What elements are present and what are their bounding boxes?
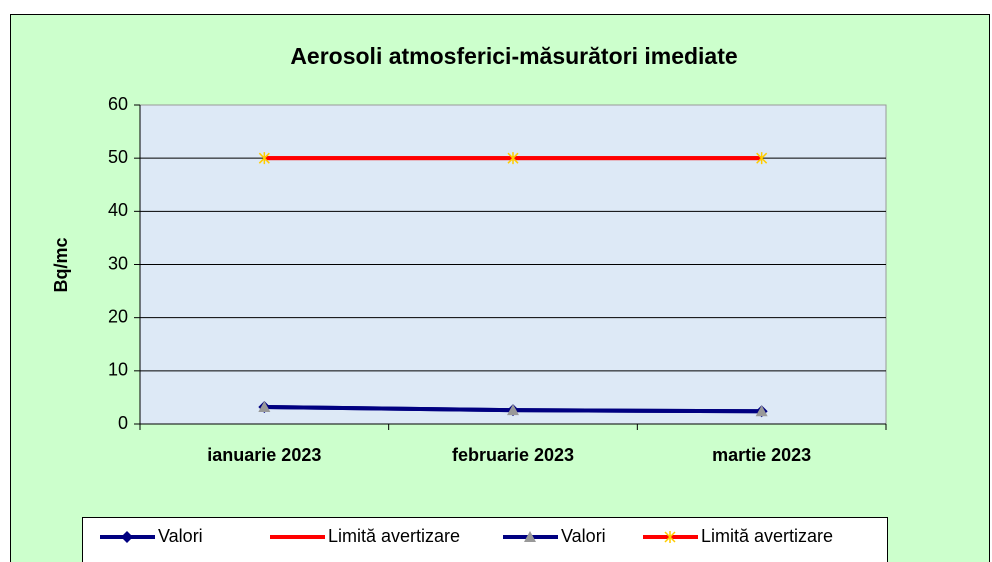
- y-tick-label: 50: [108, 147, 128, 167]
- marker: [507, 404, 519, 416]
- legend: [82, 517, 888, 562]
- legend-label: Limită avertizare: [328, 526, 460, 546]
- chart-title: Aerosoli atmosferici-măsurători imediate: [290, 43, 737, 69]
- marker: [121, 531, 133, 543]
- legend-label: Limită avertizare: [701, 526, 833, 546]
- marker: [258, 152, 270, 165]
- x-tick-label: ianuarie 2023: [207, 445, 321, 465]
- marker: [524, 531, 536, 542]
- marker: [755, 405, 768, 417]
- marker: [507, 152, 519, 165]
- y-tick-label: 40: [108, 200, 128, 220]
- y-axis-title: Bq/mc: [51, 237, 71, 292]
- marker: [664, 531, 676, 543]
- x-tick-label: februarie 2023: [452, 445, 574, 465]
- y-tick-label: 30: [108, 253, 128, 273]
- marker: [756, 152, 768, 165]
- marker: [258, 400, 271, 412]
- y-tick-label: 0: [118, 413, 128, 433]
- legend-label: Valori: [158, 526, 203, 546]
- legend-label: Valori: [561, 526, 606, 546]
- x-tick-label: martie 2023: [712, 445, 811, 465]
- y-tick-label: 60: [108, 94, 128, 114]
- y-tick-label: 20: [108, 306, 128, 326]
- y-tick-label: 10: [108, 360, 128, 380]
